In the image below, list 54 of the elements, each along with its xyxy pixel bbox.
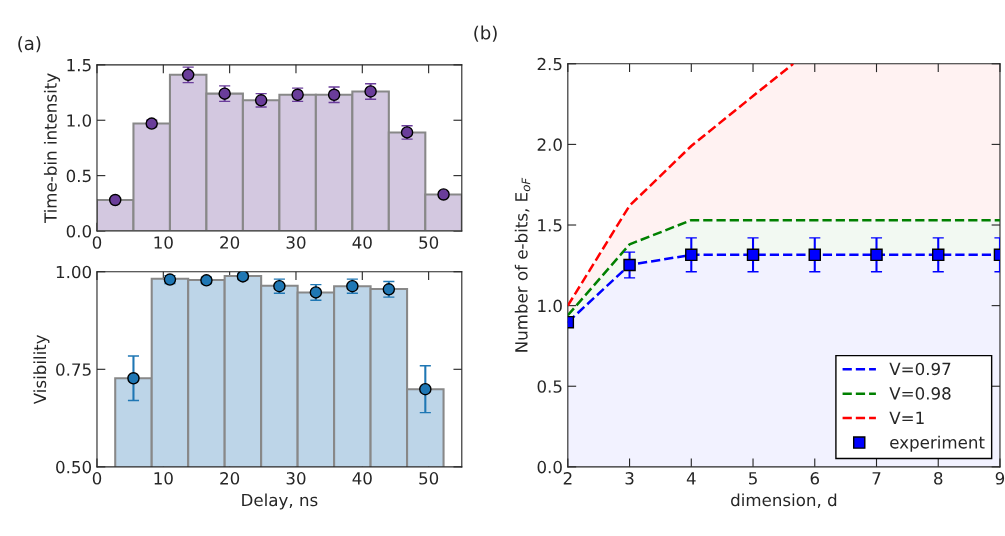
x-tick-label: 30 <box>286 236 306 249</box>
x-tick-label: 20 <box>220 472 240 485</box>
legend-label: V=0.97 <box>889 362 951 376</box>
point <box>623 258 636 272</box>
y-tick-label: 2.5 <box>537 57 562 71</box>
point <box>108 193 122 207</box>
x-tick-label: 40 <box>352 236 372 249</box>
chart-title: (a) <box>18 36 41 53</box>
x-tick-label: 50 <box>419 236 439 249</box>
y-tick-label: 1.00 <box>56 265 92 279</box>
x-tick-label: 20 <box>220 236 240 249</box>
y-axis-title: Time-bin intensity <box>43 73 61 224</box>
y-tick-label: 0.50 <box>56 460 92 474</box>
x-tick-label: 0 <box>92 236 102 249</box>
y-axis-title: Number of e-bits, E$_{oF}$ <box>514 177 531 352</box>
legend-label: V=1 <box>889 411 924 424</box>
y-tick-label: 1.0 <box>67 114 92 127</box>
x-tick-label: 10 <box>154 236 173 249</box>
y-tick-label: 0.0 <box>537 460 562 474</box>
x-axis-title: dimension, d <box>731 493 837 508</box>
x-tick-label: 4 <box>686 472 696 485</box>
legend-label: V=0.98 <box>889 387 951 400</box>
y-tick-label: 0.75 <box>56 363 91 376</box>
point <box>746 248 760 262</box>
point <box>127 372 140 385</box>
x-tick-label: 30 <box>286 472 306 485</box>
point <box>685 248 698 262</box>
y-tick-label: 0.5 <box>537 380 562 393</box>
y-tick-label: 1.0 <box>538 299 562 313</box>
x-tick-label: 40 <box>352 472 372 485</box>
x-tick-label: 50 <box>419 472 439 485</box>
x-tick-label: 6 <box>810 472 820 485</box>
x-tick-label: 0 <box>92 472 102 485</box>
x-tick-label: 2 <box>563 472 572 485</box>
y-axis-title: Visibility <box>33 334 50 405</box>
chart-title: (b) <box>474 25 497 42</box>
x-axis-title: Delay, ns <box>242 493 318 510</box>
x-tick-label: 7 <box>872 472 881 485</box>
y-tick-label: 1.5 <box>538 219 562 232</box>
y-tick-label: 1.5 <box>67 59 91 72</box>
x-tick-label: 10 <box>154 472 173 485</box>
y-tick-label: 2.0 <box>537 138 562 151</box>
y-tick-label: 0.0 <box>66 224 92 238</box>
line-series <box>567 63 795 307</box>
point <box>808 248 822 262</box>
x-tick-label: 9 <box>995 472 1005 485</box>
point <box>931 248 945 262</box>
point <box>870 248 883 262</box>
point <box>419 382 432 396</box>
x-tick-label: 3 <box>625 472 634 485</box>
x-tick-label: 5 <box>749 472 757 485</box>
legend-label: experiment <box>890 435 985 452</box>
x-tick-label: 8 <box>934 472 943 485</box>
y-tick-label: 0.5 <box>66 169 91 183</box>
